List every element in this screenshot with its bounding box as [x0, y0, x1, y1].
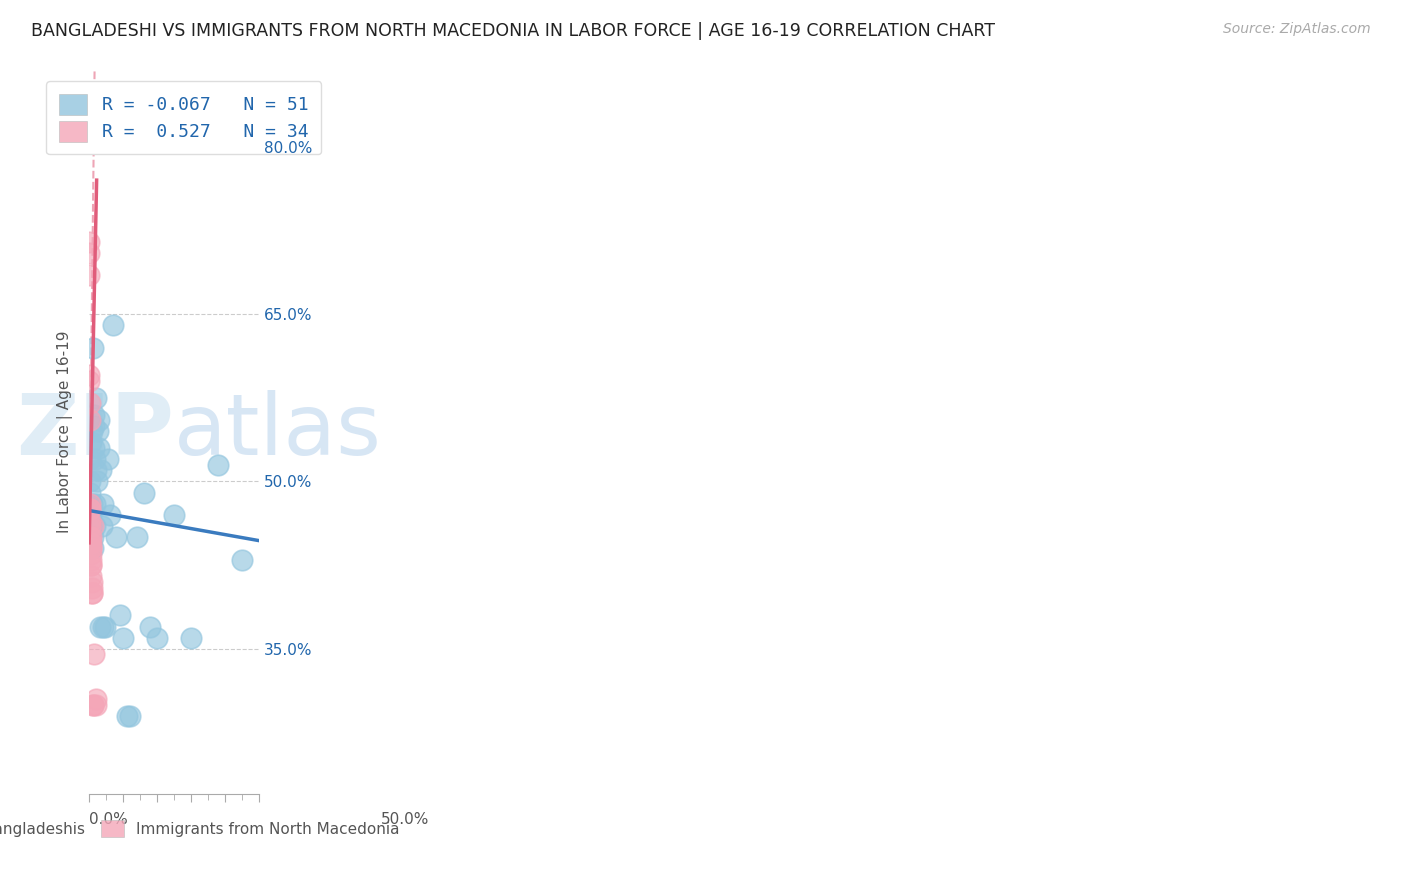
Point — [82, 341, 104, 355]
Point — [80, 581, 103, 595]
Legend: Bangladeshis, Immigrants from North Macedonia: Bangladeshis, Immigrants from North Mace… — [0, 813, 408, 845]
Point — [87, 413, 110, 427]
Point — [80, 574, 103, 589]
Point — [79, 485, 101, 500]
Point — [97, 452, 120, 467]
Text: 50.0%: 50.0% — [381, 812, 429, 827]
Point — [79, 112, 101, 126]
Point — [83, 648, 105, 662]
Point — [79, 396, 101, 410]
Point — [80, 586, 103, 600]
Point — [79, 536, 101, 550]
Point — [80, 435, 103, 450]
Point — [79, 541, 101, 556]
Point — [79, 552, 101, 566]
Point — [79, 530, 101, 544]
Point — [82, 698, 104, 712]
Point — [79, 235, 101, 249]
Y-axis label: In Labor Force | Age 16-19: In Labor Force | Age 16-19 — [58, 330, 73, 533]
Point — [82, 519, 104, 533]
Point — [79, 502, 101, 516]
Point — [79, 452, 101, 467]
Point — [80, 558, 103, 573]
Point — [86, 424, 108, 438]
Point — [91, 497, 114, 511]
Point — [80, 424, 103, 438]
Text: BANGLADESHI VS IMMIGRANTS FROM NORTH MACEDONIA IN LABOR FORCE | AGE 16-19 CORREL: BANGLADESHI VS IMMIGRANTS FROM NORTH MAC… — [31, 22, 995, 40]
Point — [180, 631, 202, 645]
Point — [79, 413, 101, 427]
Point — [80, 541, 103, 556]
Point — [79, 502, 101, 516]
Point — [108, 608, 131, 623]
Point — [79, 502, 101, 516]
Point — [84, 391, 107, 405]
Point — [163, 508, 186, 522]
Point — [80, 519, 103, 533]
Point — [83, 441, 105, 455]
Point — [139, 619, 162, 633]
Point — [125, 530, 148, 544]
Point — [79, 514, 101, 528]
Point — [80, 569, 103, 583]
Point — [86, 475, 108, 489]
Point — [84, 692, 107, 706]
Point — [83, 408, 105, 422]
Text: 0.0%: 0.0% — [89, 812, 128, 827]
Point — [79, 374, 101, 388]
Point — [80, 497, 103, 511]
Point — [79, 245, 101, 260]
Point — [84, 519, 107, 533]
Point — [79, 508, 101, 522]
Point — [118, 709, 141, 723]
Point — [89, 619, 111, 633]
Point — [80, 530, 103, 544]
Point — [79, 547, 101, 561]
Point — [80, 558, 103, 573]
Point — [91, 519, 114, 533]
Point — [84, 452, 107, 467]
Point — [207, 458, 229, 472]
Point — [79, 536, 101, 550]
Point — [132, 485, 155, 500]
Point — [79, 497, 101, 511]
Point — [79, 508, 101, 522]
Point — [83, 418, 105, 433]
Point — [94, 619, 117, 633]
Point — [105, 530, 128, 544]
Point — [79, 519, 101, 533]
Point — [82, 530, 104, 544]
Point — [79, 519, 101, 533]
Point — [82, 698, 104, 712]
Point — [82, 541, 104, 556]
Point — [79, 536, 101, 550]
Point — [146, 631, 169, 645]
Text: Source: ZipAtlas.com: Source: ZipAtlas.com — [1223, 22, 1371, 37]
Point — [231, 552, 253, 566]
Point — [90, 463, 112, 477]
Point — [98, 508, 121, 522]
Point — [84, 698, 107, 712]
Point — [83, 497, 105, 511]
Point — [79, 268, 101, 282]
Point — [79, 368, 101, 383]
Text: ZIP: ZIP — [17, 390, 174, 473]
Point — [101, 318, 124, 333]
Point — [93, 619, 115, 633]
Point — [89, 441, 111, 455]
Text: atlas: atlas — [174, 390, 382, 473]
Point — [79, 475, 101, 489]
Point — [112, 631, 135, 645]
Point — [82, 586, 104, 600]
Point — [79, 497, 101, 511]
Point — [80, 530, 103, 544]
Point — [115, 709, 138, 723]
Point — [84, 463, 107, 477]
